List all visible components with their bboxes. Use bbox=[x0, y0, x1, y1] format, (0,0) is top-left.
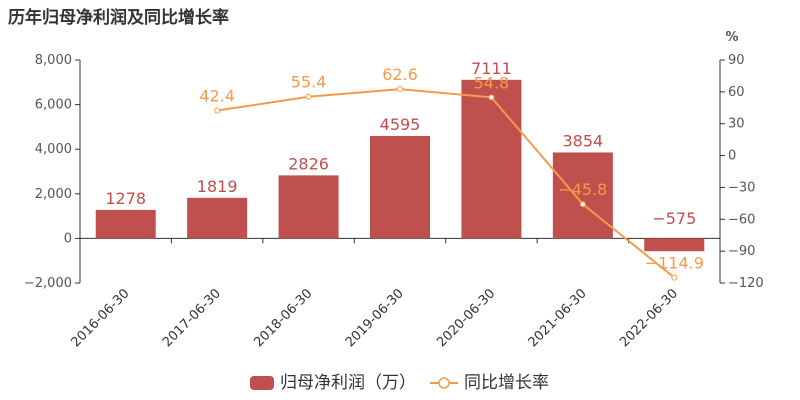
growth-data-label: −45.8 bbox=[558, 180, 607, 199]
bar-data-label: 2826 bbox=[288, 154, 329, 173]
y-right-tick-label: 0 bbox=[728, 149, 736, 164]
growth-point bbox=[671, 274, 678, 281]
legend-line-marker bbox=[438, 377, 450, 389]
growth-point bbox=[579, 201, 586, 208]
bar-data-label: 3854 bbox=[562, 131, 603, 150]
y-left-tick-label: −2,000 bbox=[24, 276, 72, 291]
bar bbox=[278, 175, 339, 239]
growth-data-label: 42.4 bbox=[199, 87, 235, 106]
bar bbox=[644, 238, 705, 252]
x-tick-label: 2020-06-30 bbox=[434, 286, 498, 350]
x-tick-label: 2021-06-30 bbox=[526, 286, 590, 350]
x-tick-label: 2016-06-30 bbox=[69, 286, 133, 350]
x-tick-label: 2018-06-30 bbox=[251, 286, 315, 350]
y-right-tick-label: 30 bbox=[728, 117, 745, 132]
bar-data-label: 1819 bbox=[197, 177, 238, 196]
y-right-tick-label: −60 bbox=[728, 212, 755, 227]
y-left-tick-label: 2,000 bbox=[35, 187, 72, 202]
growth-point bbox=[397, 86, 403, 93]
bar bbox=[187, 197, 248, 239]
y-left-tick-label: 4,000 bbox=[35, 142, 72, 157]
y-right-tick-label: −120 bbox=[728, 276, 764, 291]
x-tick-label: 2019-06-30 bbox=[343, 286, 407, 350]
bar bbox=[370, 135, 430, 239]
y-right-unit: % bbox=[725, 30, 738, 45]
bar bbox=[95, 209, 156, 239]
bar bbox=[552, 152, 613, 239]
growth-point bbox=[305, 93, 312, 100]
y-right-tick-label: −30 bbox=[728, 180, 755, 195]
growth-line bbox=[216, 88, 675, 279]
chart-title: 历年归母净利润及同比增长率 bbox=[8, 8, 229, 28]
y-left-tick-label: 6,000 bbox=[35, 98, 72, 113]
legend-line-label: 同比增长率 bbox=[464, 373, 549, 393]
growth-data-label: 62.6 bbox=[382, 65, 418, 84]
x-tick-label: 2022-06-30 bbox=[617, 286, 681, 350]
bar bbox=[461, 79, 522, 239]
growth-point bbox=[214, 107, 221, 114]
y-right-tick-label: −90 bbox=[728, 244, 755, 259]
y-right-tick-label: 60 bbox=[728, 85, 745, 100]
x-tick-label: 2017-06-30 bbox=[160, 286, 224, 350]
legend-bar-swatch bbox=[250, 376, 274, 390]
bar-data-label: 1278 bbox=[105, 189, 146, 208]
y-left-tick-label: 8,000 bbox=[35, 53, 72, 68]
growth-data-label: 55.4 bbox=[291, 73, 327, 92]
bar-data-label: 4595 bbox=[380, 115, 421, 134]
y-left-tick-label: 0 bbox=[64, 231, 72, 246]
y-right-tick-label: 90 bbox=[728, 53, 745, 68]
bar-data-label: −575 bbox=[652, 209, 696, 228]
growth-point bbox=[488, 94, 495, 101]
legend-bar-label: 归母净利润（万） bbox=[280, 373, 416, 393]
bar-data-label: 7111 bbox=[471, 59, 512, 78]
growth-data-label: −114.9 bbox=[645, 254, 704, 273]
growth-data-label: 54.8 bbox=[474, 73, 510, 92]
